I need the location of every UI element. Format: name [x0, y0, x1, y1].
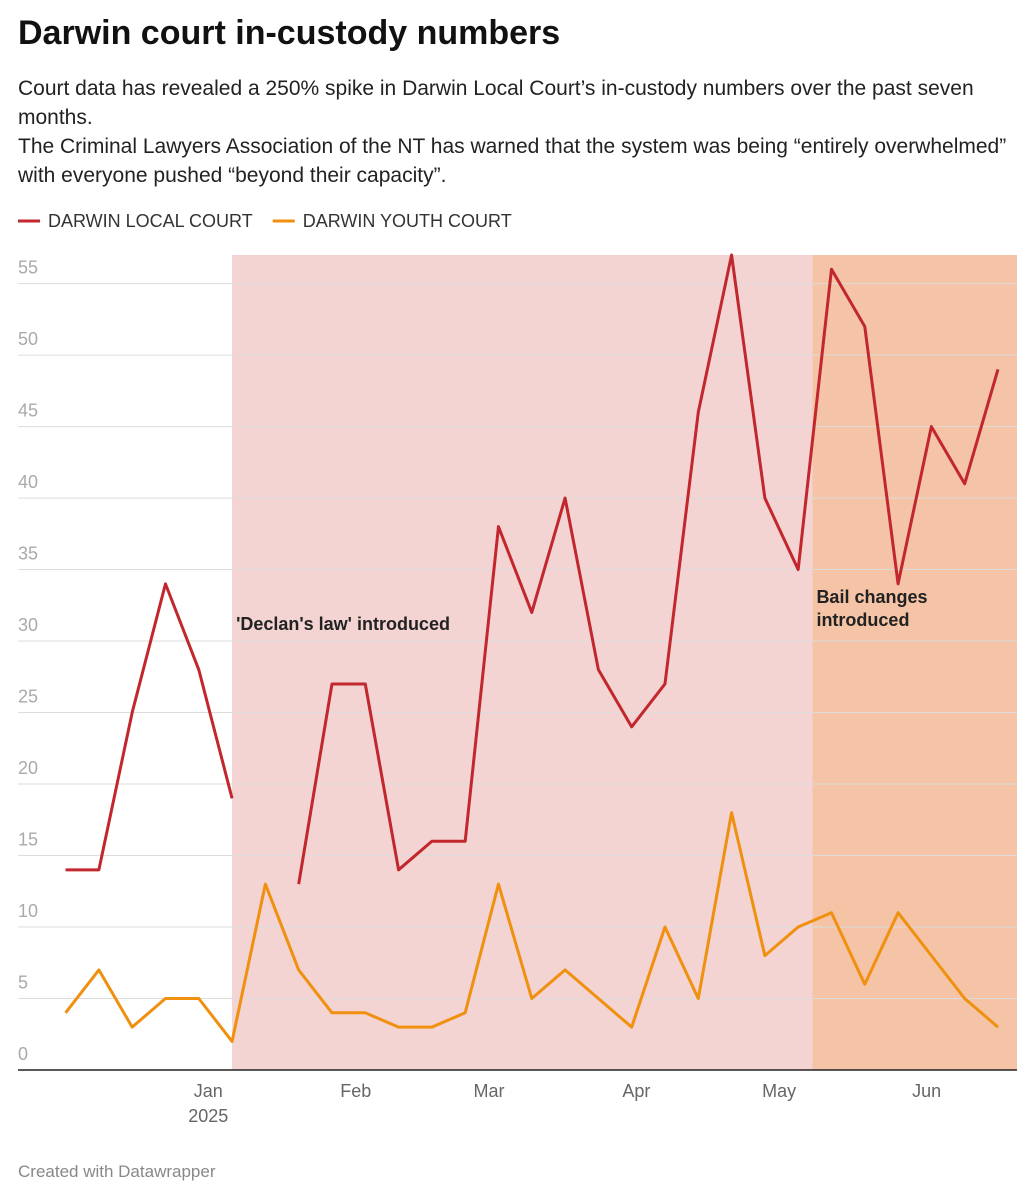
y-tick-label: 20 [18, 758, 38, 778]
x-tick-label: May [762, 1081, 796, 1101]
y-tick-label: 0 [18, 1044, 28, 1064]
x-tick-label: Feb [340, 1081, 371, 1101]
y-tick-label: 50 [18, 329, 38, 349]
y-tick-label: 25 [18, 686, 38, 706]
description-line: Court data has revealed a 250% spike in … [18, 77, 974, 129]
range-annotation: Bail changes [816, 587, 927, 607]
x-tick-sublabel: 2025 [188, 1106, 228, 1126]
x-tick-label: Jun [912, 1081, 941, 1101]
x-tick-label: Jan [194, 1081, 223, 1101]
range-annotation: 'Declan's law' introduced [236, 614, 450, 634]
range-annotation: introduced [816, 610, 909, 630]
source: Created with Datawrapper [18, 1162, 216, 1181]
y-tick-label: 15 [18, 829, 38, 849]
x-tick-label: Apr [622, 1081, 650, 1101]
range-shade [232, 255, 813, 1070]
range-shade [812, 255, 1017, 1070]
y-tick-label: 10 [18, 901, 38, 921]
y-tick-label: 40 [18, 472, 38, 492]
chart-title: Darwin court in-custody numbers [18, 14, 561, 52]
legend-label: DARWIN LOCAL COURT [48, 211, 253, 231]
y-tick-label: 5 [18, 972, 28, 992]
description: Court data has revealed a 250% spike in … [18, 74, 1018, 190]
legend-label: DARWIN YOUTH COURT [303, 211, 512, 231]
y-tick-label: 35 [18, 543, 38, 563]
x-tick-label: Mar [473, 1081, 504, 1101]
description-line: The Criminal Lawyers Association of the … [18, 135, 1007, 187]
y-tick-label: 45 [18, 400, 38, 420]
y-tick-label: 55 [18, 257, 38, 277]
series-line [65, 253, 1000, 885]
series-line [64, 811, 999, 1043]
y-tick-label: 30 [18, 615, 38, 635]
